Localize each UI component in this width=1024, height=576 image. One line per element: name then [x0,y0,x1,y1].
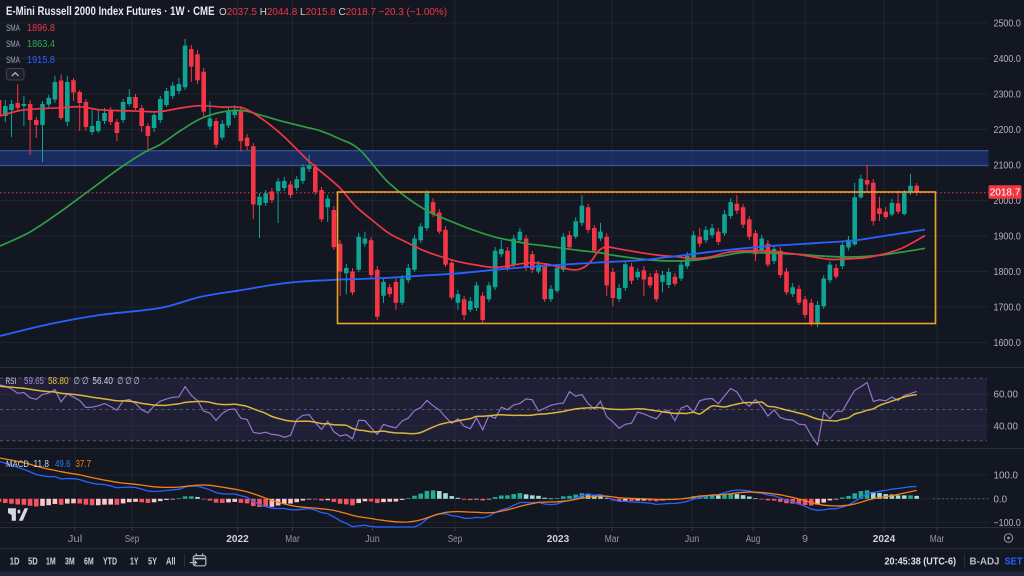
svg-text:Sep: Sep [448,534,463,545]
svg-text:58.80: 58.80 [48,376,69,387]
svg-text:60.00: 60.00 [994,390,1019,401]
svg-text:YTD: YTD [103,556,117,567]
svg-text:Mar: Mar [605,534,620,545]
svg-text:MACD: MACD [6,459,29,469]
svg-text:2300.0: 2300.0 [994,90,1022,101]
svg-text:O2037.5 H2044.8 L2015.8 C2018.: O2037.5 H2044.8 L2015.8 C2018.7 −20.3 (−… [219,7,447,18]
svg-text:B-ADJ: B-ADJ [970,556,1000,567]
svg-text:20:45:38 (UTC-6): 20:45:38 (UTC-6) [885,556,957,567]
svg-text:2023: 2023 [547,534,570,545]
svg-text:1800.0: 1800.0 [994,267,1022,278]
svg-text:Mar: Mar [285,534,300,545]
svg-text:1600.0: 1600.0 [994,338,1022,349]
svg-text:59.65: 59.65 [24,376,44,387]
svg-text:56.40: 56.40 [92,376,113,387]
svg-text:5Y: 5Y [148,556,157,567]
svg-text:1896.8: 1896.8 [27,23,55,34]
svg-text:1863.4: 1863.4 [27,39,55,50]
svg-text:2200.0: 2200.0 [994,125,1022,136]
svg-text:∅ ∅ ∅: ∅ ∅ ∅ [117,376,139,387]
svg-text:49.6: 49.6 [55,459,71,470]
svg-text:∅ ∅: ∅ ∅ [74,376,89,387]
svg-text:1900.0: 1900.0 [994,232,1022,243]
svg-text:1700.0: 1700.0 [994,303,1022,314]
svg-text:11.8: 11.8 [34,459,50,470]
svg-text:−100.0: −100.0 [994,518,1022,529]
svg-text:1Y: 1Y [130,556,139,567]
svg-text:100.0: 100.0 [994,471,1019,482]
svg-text:0.0: 0.0 [994,494,1008,505]
svg-text:Sep: Sep [125,534,140,545]
svg-text:37.7: 37.7 [76,459,92,470]
svg-text:SMA: SMA [6,39,20,49]
svg-text:1M: 1M [46,556,56,567]
svg-text:2022: 2022 [226,534,249,545]
svg-text:E-Mini Russell 2000 Index Futu: E-Mini Russell 2000 Index Futures · 1W ·… [6,4,215,18]
svg-text:2100.0: 2100.0 [994,161,1022,172]
svg-text:All: All [166,556,176,567]
svg-text:2500.0: 2500.0 [994,19,1022,30]
svg-text:Mar: Mar [930,534,945,545]
svg-text:SMA: SMA [6,55,20,65]
svg-text:Jun: Jun [685,534,700,545]
svg-text:9: 9 [802,534,808,545]
svg-text:2018.7: 2018.7 [990,187,1021,198]
svg-text:SMA: SMA [6,23,20,33]
svg-text:2024: 2024 [873,534,896,545]
svg-text:1915.8: 1915.8 [27,55,55,66]
svg-text:2400.0: 2400.0 [994,54,1022,65]
svg-text:SET: SET [1005,556,1023,567]
svg-text:6M: 6M [84,556,94,567]
svg-text:40.00: 40.00 [994,421,1019,432]
svg-text:1D: 1D [10,556,20,567]
svg-text:5D: 5D [28,556,38,567]
svg-text:Aug: Aug [746,534,761,545]
svg-text:RSI: RSI [6,376,17,386]
svg-text:2000.0: 2000.0 [994,196,1022,207]
svg-text:Jun: Jun [365,534,380,545]
svg-text:Jul: Jul [68,534,83,545]
svg-text:3M: 3M [65,556,75,567]
